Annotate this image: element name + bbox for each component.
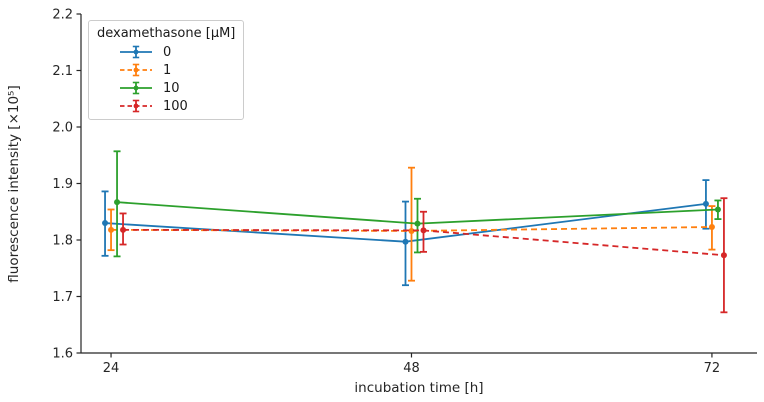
legend-handle-glyph <box>120 81 152 95</box>
legend-marker <box>133 85 139 91</box>
x-tick-label: 48 <box>403 361 420 376</box>
legend-handle-glyph <box>120 63 152 77</box>
x-tick-label: 24 <box>103 361 120 376</box>
legend-item-100: 100 <box>95 97 235 115</box>
legend-label: 10 <box>163 80 180 96</box>
y-tick-label: 2.0 <box>52 121 73 136</box>
data-point <box>702 200 709 207</box>
legend-errorbar-icon <box>119 44 153 60</box>
legend-item-1: 1 <box>95 61 235 79</box>
legend-errorbar-icon <box>119 62 153 78</box>
legend-errorbar-icon <box>119 98 153 114</box>
legend-title: dexamethasone [μM] <box>97 26 236 41</box>
y-axis-label: fluorescence intensity [×10⁵] <box>6 85 22 282</box>
axes: 1.6 1.7 1.8 1.9 2.0 2.1 2.2 24 48 72 <box>52 8 757 376</box>
legend-marker <box>133 67 139 73</box>
data-point <box>414 220 421 227</box>
legend-handle-glyph <box>120 99 152 113</box>
data-point <box>102 220 109 227</box>
legend-label: 1 <box>163 62 172 78</box>
legend-errorbar-icon <box>119 80 153 96</box>
legend-label: 0 <box>163 44 172 60</box>
data-point <box>408 227 415 234</box>
y-tick-label: 2.1 <box>52 64 73 79</box>
legend: dexamethasone [μM] 0 1 10 100 <box>88 20 245 120</box>
series-1 <box>107 166 716 282</box>
data-point <box>120 226 127 233</box>
data-point <box>108 226 115 233</box>
series-10 <box>113 150 722 258</box>
legend-marker <box>133 49 139 55</box>
data-point <box>720 252 727 259</box>
legend-item-0: 0 <box>95 43 235 61</box>
data-point <box>708 224 715 231</box>
legend-item-10: 10 <box>95 79 235 97</box>
y-tick-label: 1.6 <box>52 347 73 362</box>
legend-rows: 0 1 10 100 <box>95 43 235 115</box>
y-tick-label: 1.9 <box>52 177 73 192</box>
series-100 <box>119 197 728 314</box>
data-point <box>114 199 121 206</box>
x-axis-label: incubation time [h] <box>354 380 483 396</box>
legend-handle-glyph <box>120 45 152 59</box>
legend-marker <box>133 103 139 109</box>
legend-label: 100 <box>163 98 188 114</box>
data-point <box>420 227 427 234</box>
data-point <box>714 206 721 213</box>
series-0 <box>101 179 710 287</box>
y-tick-label: 1.7 <box>52 290 73 305</box>
x-tick-label: 72 <box>704 361 721 376</box>
plot-series <box>101 150 728 314</box>
data-point <box>402 238 409 245</box>
y-tick-label: 1.8 <box>52 234 73 249</box>
y-tick-label: 2.2 <box>52 8 73 23</box>
